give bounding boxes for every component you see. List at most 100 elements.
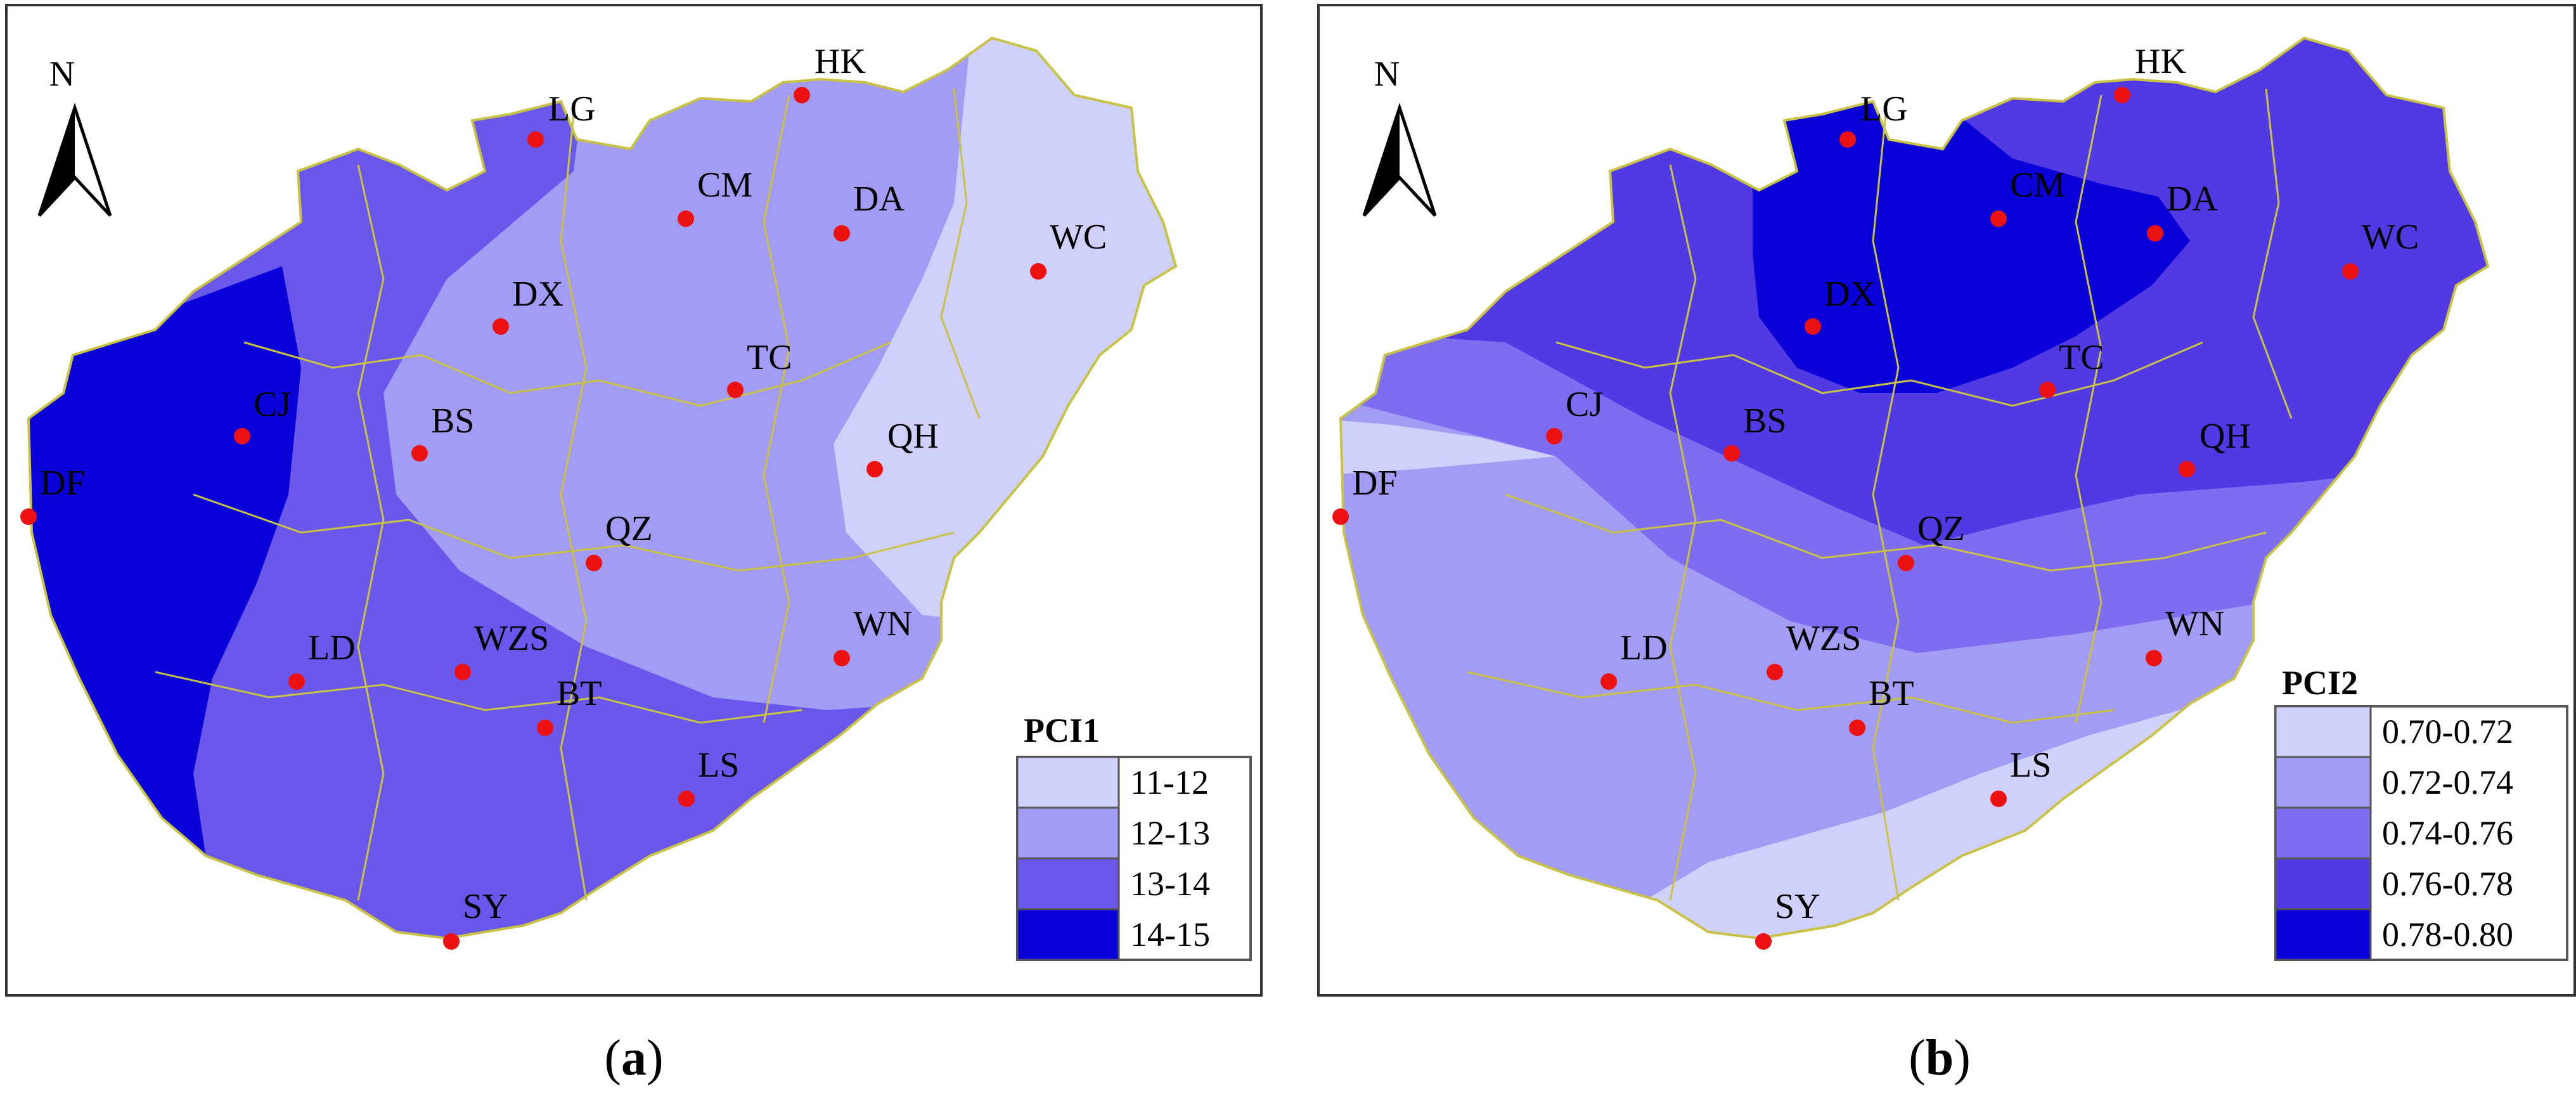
station-label-hk: HK: [2135, 42, 2186, 81]
legend-swatch: [2274, 806, 2372, 860]
station-dot-cm: [1990, 210, 2007, 227]
station-dot-wn: [834, 650, 850, 666]
station-dot-cm: [678, 210, 694, 227]
station-label-cm: CM: [697, 165, 752, 205]
station-dot-wc: [2342, 263, 2359, 280]
legend-swatch: [2274, 857, 2372, 910]
class-region-0-78-0-80: [1753, 89, 2190, 393]
legend-swatch: [2274, 705, 2372, 758]
station-label-qh: QH: [2199, 417, 2251, 456]
north-arrow: N: [1362, 55, 1437, 217]
station-dot-lg: [527, 131, 544, 148]
station-label-qz: QZ: [1917, 509, 1965, 548]
station-label-wc: WC: [1050, 217, 1107, 257]
station-label-wn: WN: [853, 604, 912, 644]
station-label-hk: HK: [815, 42, 866, 81]
legend-swatch: [2274, 756, 2372, 809]
legend-label: 0.70-0.72: [2382, 713, 2513, 751]
station-dot-qz: [586, 555, 602, 571]
station-dot-ld: [288, 673, 305, 690]
station-dot-df: [20, 508, 37, 525]
station-dot-cj: [234, 428, 250, 444]
station-label-qz: QZ: [605, 509, 653, 548]
north-arrow: N: [37, 55, 112, 217]
station-label-da: DA: [853, 179, 905, 219]
station-label-lg: LG: [548, 89, 596, 129]
station-label-wc: WC: [2362, 217, 2419, 257]
station-label-ls: LS: [698, 746, 739, 785]
station-label-tc: TC: [2059, 338, 2104, 377]
station-dot-dx: [1805, 318, 1821, 335]
station-label-wn: WN: [2165, 604, 2224, 644]
station-dot-sy: [1755, 933, 1772, 950]
legend-a: PCI1 11-12 12-13 13-14 14-15: [1016, 711, 1252, 961]
station-dot-ls: [1990, 791, 2007, 807]
station-label-ls: LS: [2010, 746, 2051, 785]
station-label-qh: QH: [887, 417, 939, 456]
station-dot-bt: [537, 720, 553, 736]
legend-swatch: [1016, 857, 1120, 910]
station-dot-hk: [2114, 87, 2130, 103]
north-label: N: [49, 55, 75, 94]
legend-label: 0.72-0.74: [2382, 763, 2513, 801]
legend-swatch: [1016, 908, 1120, 961]
legend-title: PCI2: [2282, 664, 2358, 702]
legend-label: 13-14: [1130, 865, 1210, 903]
station-label-wzs: WZS: [1786, 619, 1861, 658]
station-dot-tc: [727, 382, 744, 398]
station-label-sy: SY: [1775, 887, 1820, 926]
station-label-ld: LD: [1620, 628, 1668, 668]
caption-a: (a): [604, 1030, 663, 1086]
stations-a: HK LG CM DA WC DX TC CJ BS QH DF QZ LD WZS WN BT LS SY: [20, 42, 1107, 950]
north-label: N: [1374, 55, 1400, 94]
stations-b: HK LG CM DA WC DX TC CJ BS QH DF QZ LD WZS WN BT LS SY: [1332, 42, 2419, 950]
station-label-bs: BS: [1743, 401, 1787, 441]
station-label-cj: CJ: [1566, 385, 1603, 424]
caption-b: (b): [1909, 1030, 1971, 1086]
station-dot-wn: [2146, 650, 2162, 666]
station-label-da: DA: [2167, 179, 2218, 219]
station-label-ld: LD: [308, 628, 356, 668]
station-dot-wzs: [1767, 664, 1783, 680]
station-dot-qh: [2179, 461, 2195, 477]
station-label-cj: CJ: [254, 385, 291, 424]
legend-title: PCI1: [1024, 711, 1100, 749]
station-dot-da: [834, 225, 850, 242]
station-label-dx: DX: [1824, 275, 1876, 314]
station-label-tc: TC: [747, 338, 792, 377]
station-label-wzs: WZS: [474, 619, 549, 658]
station-label-cm: CM: [2010, 165, 2065, 205]
station-dot-wzs: [454, 664, 471, 680]
station-dot-cj: [1546, 428, 1562, 444]
class-region-13-14: [29, 38, 1017, 938]
county-boundaries: [1467, 88, 2293, 901]
station-dot-wc: [1030, 263, 1046, 280]
legend-swatch: [1016, 806, 1120, 860]
station-dot-da: [2147, 225, 2163, 242]
county-boundaries: [155, 88, 981, 901]
station-dot-tc: [2039, 382, 2056, 398]
station-dot-qz: [1898, 555, 1914, 571]
station-dot-bt: [1849, 720, 1865, 736]
class-region-0-70-0-72: [1341, 418, 1556, 475]
station-label-dx: DX: [512, 275, 564, 314]
station-dot-bs: [1723, 445, 1740, 462]
station-dot-sy: [443, 933, 460, 950]
station-dot-df: [1332, 508, 1349, 525]
legend-b: PCI2 0.70-0.72 0.72-0.74 0.74-0.76 0.76-0.78…: [2274, 664, 2568, 961]
station-label-sy: SY: [463, 887, 508, 926]
station-dot-lg: [1839, 131, 1856, 148]
legend-label: 0.78-0.80: [2382, 915, 2513, 954]
legend-label: 0.76-0.78: [2382, 865, 2513, 903]
station-dot-ls: [678, 791, 695, 807]
legend-label: 14-15: [1130, 915, 1210, 954]
station-label-df: DF: [1352, 463, 1398, 503]
station-label-lg: LG: [1860, 89, 1908, 129]
station-dot-ld: [1600, 673, 1617, 690]
station-dot-bs: [411, 445, 428, 462]
legend-swatch: [1016, 756, 1120, 809]
station-label-df: DF: [40, 463, 86, 503]
